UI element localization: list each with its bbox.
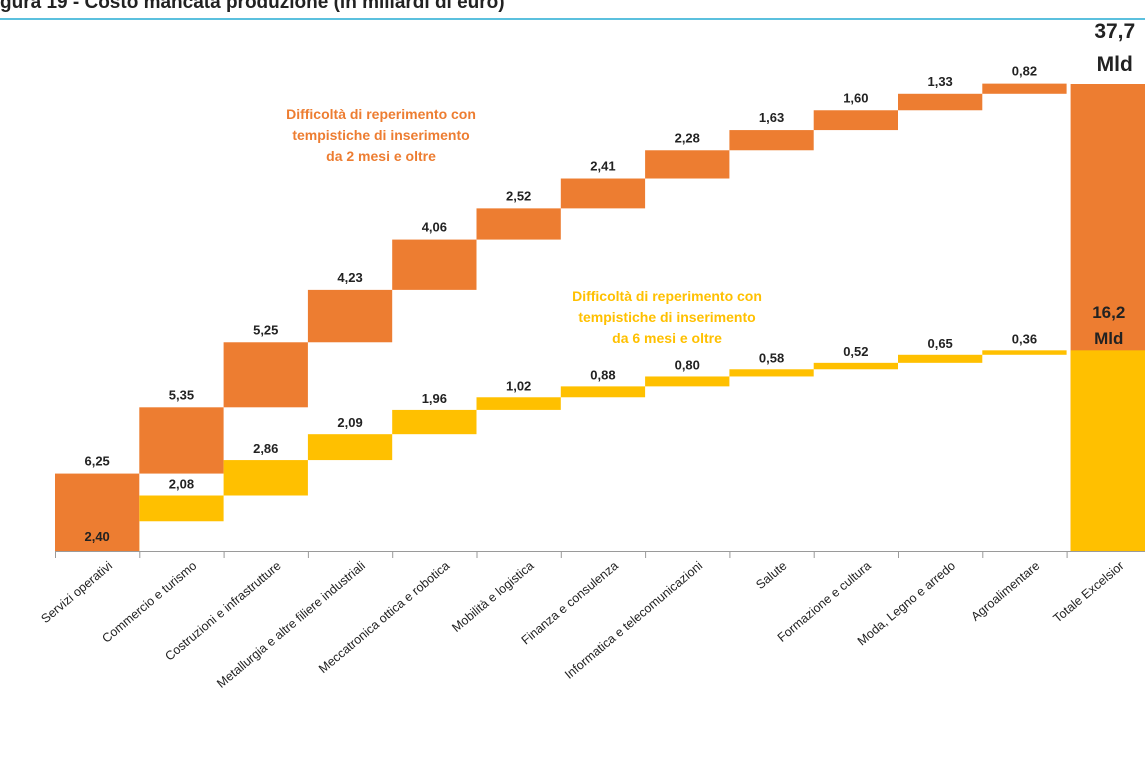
- orange-value-label: 1,60: [843, 90, 868, 105]
- orange-bar: [645, 150, 730, 179]
- orange-annotation-line: tempistiche di inserimento: [292, 127, 469, 143]
- orange-bar: [729, 130, 814, 151]
- figure-title: gura 19 - Costo mancata produzione (in m…: [0, 0, 505, 13]
- orange-value-label: 1,63: [759, 110, 784, 125]
- total-orange-value: 37,7: [1094, 20, 1135, 43]
- yellow-bar: [645, 376, 730, 387]
- yellow-value-label: 0,52: [843, 344, 868, 359]
- yellow-bar: [139, 495, 224, 522]
- orange-bar: [982, 83, 1067, 94]
- x-tick-label: Totale Excelsior: [1051, 559, 1127, 626]
- orange-value-label: 0,82: [1012, 64, 1037, 79]
- yellow-bar: [223, 460, 308, 496]
- orange-bar: [476, 208, 561, 240]
- yellow-bar: [307, 434, 393, 461]
- orange-value-label: 6,25: [84, 454, 109, 469]
- orange-bar: [560, 178, 646, 209]
- x-tick-label: Agroalimentare: [968, 559, 1042, 624]
- yellow-value-label: 0,88: [590, 367, 615, 382]
- yellow-annotation-line: tempistiche di inserimento: [578, 309, 755, 325]
- bars-layer: [55, 83, 1145, 551]
- total-yellow-value: 16,2: [1092, 303, 1125, 322]
- yellow-bar: [476, 397, 561, 410]
- yellow-bar: [813, 362, 898, 370]
- orange-bar: [223, 342, 308, 408]
- x-tick-label: Informatica e telecomunicazioni: [562, 559, 705, 682]
- total-labels: 37,7 Mld 16,2 Mld: [1092, 20, 1135, 348]
- yellow-value-label: 0,65: [927, 336, 952, 351]
- yellow-bar: [898, 354, 983, 363]
- title-underline: [0, 18, 1145, 20]
- yellow-annotation-line: Difficoltà di reperimento con: [572, 288, 762, 304]
- yellow-bar: [392, 409, 477, 435]
- orange-bar: [139, 407, 224, 474]
- yellow-value-label: 0,80: [675, 357, 700, 372]
- orange-bar: [813, 110, 898, 131]
- orange-bar: [392, 239, 477, 290]
- orange-annotation-line: da 2 mesi e oltre: [326, 148, 436, 164]
- orange-value-label: 2,52: [506, 188, 531, 203]
- orange-value-label: 2,28: [675, 130, 700, 145]
- yellow-value-label: 2,40: [84, 529, 109, 544]
- yellow-bar: [982, 350, 1067, 355]
- orange-value-label: 2,41: [590, 159, 615, 174]
- yellow-value-label: 1,96: [422, 391, 447, 406]
- orange-annotation-line: Difficoltà di reperimento con: [286, 106, 476, 122]
- yellow-value-label: 2,08: [169, 477, 194, 492]
- total-yellow-bar: [1070, 350, 1145, 551]
- orange-value-label: 4,06: [422, 220, 447, 235]
- yellow-bar: [729, 369, 814, 377]
- x-axis: [55, 551, 1145, 558]
- orange-value-label: 4,23: [337, 270, 362, 285]
- x-tick-label: Servizi operativi: [38, 559, 115, 626]
- annotations: Difficoltà di reperimento con tempistiche…: [286, 106, 762, 346]
- x-tick-label: Salute: [753, 559, 789, 593]
- x-tick-label: Metallurgia e altre filiere industriali: [214, 559, 368, 691]
- orange-value-label: 5,35: [169, 387, 194, 402]
- yellow-value-label: 0,58: [759, 350, 784, 365]
- orange-value-label: 1,33: [927, 74, 952, 89]
- yellow-value-label: 2,86: [253, 441, 278, 456]
- total-orange-unit: Mld: [1097, 53, 1133, 76]
- orange-bar: [307, 289, 393, 343]
- yellow-value-label: 0,36: [1012, 331, 1037, 346]
- yellow-bar: [560, 386, 646, 398]
- orange-bar: [898, 93, 983, 111]
- x-tick-label: Formazione e cultura: [775, 559, 874, 645]
- orange-bar: [55, 473, 140, 551]
- value-labels-layer: 6,25 2,40 5,35 2,08 5,25 2,86 4,23 2,09 4,06 1,96…: [84, 64, 1037, 545]
- x-tick-label: Commercio e turismo: [99, 559, 199, 646]
- yellow-value-label: 1,02: [506, 378, 531, 393]
- yellow-annotation-line: da 6 mesi e oltre: [612, 330, 722, 346]
- total-yellow-unit: Mld: [1094, 329, 1123, 348]
- yellow-value-label: 2,09: [337, 415, 362, 430]
- orange-value-label: 5,25: [253, 322, 278, 337]
- x-tick-label: Mobilità e logistica: [449, 559, 536, 635]
